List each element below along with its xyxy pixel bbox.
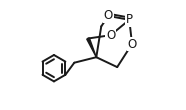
Text: O: O	[127, 38, 137, 50]
Polygon shape	[87, 38, 96, 57]
Text: P: P	[126, 13, 133, 26]
Text: O: O	[106, 29, 115, 42]
Text: O: O	[104, 9, 113, 22]
